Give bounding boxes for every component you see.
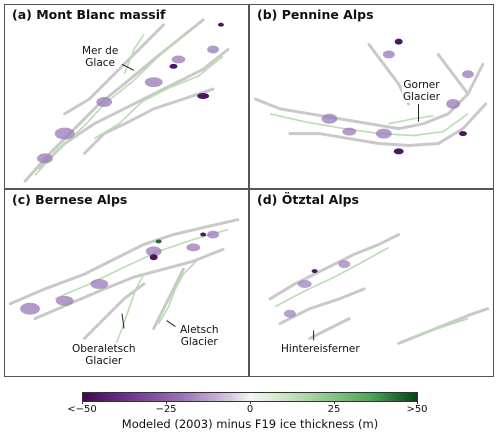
glacier-map-otztal-alps xyxy=(268,233,490,345)
colorbar-tick-label: 0 xyxy=(246,404,254,415)
map-panel-pennine-alps: (b) Pennine Alps Gorner Glacier xyxy=(249,4,494,189)
colorbar-tick-label: 25 xyxy=(327,404,341,415)
panel-title-d: (d) Ötztal Alps xyxy=(255,192,361,207)
colorbar-title: Modeled (2003) minus F19 ice thickness (… xyxy=(121,417,379,431)
colorbar-tick-label: <−50 xyxy=(67,404,97,415)
colorbar-tick xyxy=(250,401,251,404)
map-panel-otztal-alps: (d) Ötztal Alps Hintereisferner xyxy=(249,189,494,377)
glacier-map-bernese-alps xyxy=(8,218,240,349)
map-panel-bernese-alps: (c) Bernese Alps Aletsch Glacier Oberale… xyxy=(4,189,249,377)
colorbar-tick xyxy=(82,401,83,404)
panel-title-b: (b) Pennine Alps xyxy=(255,7,376,22)
panel-title-c: (c) Bernese Alps xyxy=(10,192,130,207)
map-panel-mont-blanc: (a) Mont Blanc massif Mer de Glace xyxy=(4,4,249,189)
colorbar-tick xyxy=(417,401,418,404)
colorbar-tick xyxy=(334,401,335,404)
label-hintereisferner: Hintereisferner xyxy=(280,343,361,356)
label-gorner-glacier: Gorner Glacier xyxy=(402,79,441,104)
label-mer-de-glace: Mer de Glace xyxy=(81,45,120,70)
label-aletsch-glacier: Aletsch Glacier xyxy=(179,324,220,349)
label-oberaletsch-glacier: Oberaletsch Glacier xyxy=(71,343,137,368)
glacier-map-pennine-alps xyxy=(253,38,488,155)
colorbar-tick-label: >50 xyxy=(406,404,428,415)
panel-title-a: (a) Mont Blanc massif xyxy=(10,7,168,22)
glacier-map-mont-blanc xyxy=(23,18,230,183)
colorbar-tick xyxy=(166,401,167,404)
colorbar-tick-label: −25 xyxy=(155,404,177,415)
